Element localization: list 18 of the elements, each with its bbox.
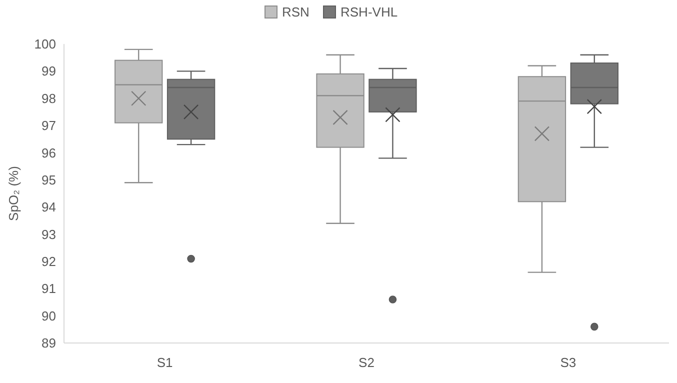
y-tick-label: 94 xyxy=(42,200,56,215)
y-tick-label: 89 xyxy=(42,336,56,351)
y-tick-label: 92 xyxy=(42,254,56,270)
y-tick-label: 96 xyxy=(42,145,56,160)
y-tick-label: 95 xyxy=(42,172,56,188)
legend-label: RSH-VHL xyxy=(340,4,398,20)
x-tick-label: S1 xyxy=(156,355,173,370)
y-tick-label: 98 xyxy=(42,90,56,106)
legend-label: RSN xyxy=(282,4,310,20)
y-axis-title: SpO₂ (%) xyxy=(6,166,21,221)
y-tick-label: 100 xyxy=(34,36,56,52)
y-tick-label: 93 xyxy=(42,226,56,242)
y-tick-label: 97 xyxy=(42,118,56,134)
y-tick-label: 90 xyxy=(42,308,56,324)
x-tick-label: S3 xyxy=(560,355,576,370)
y-tick-label: 99 xyxy=(42,64,56,79)
x-tick-label: S2 xyxy=(358,355,374,370)
y-tick-label: 91 xyxy=(42,281,56,296)
